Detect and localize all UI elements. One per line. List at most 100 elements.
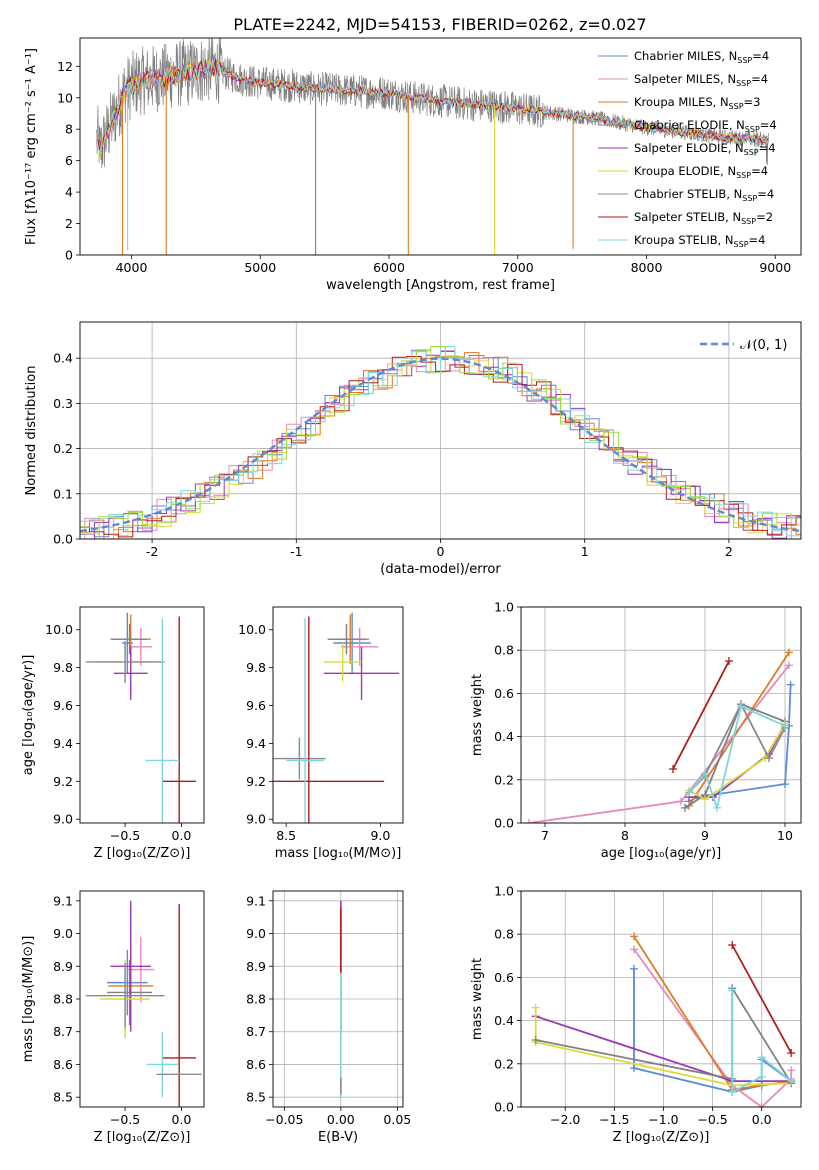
y-tick-label: 2 — [65, 216, 73, 231]
y-tick-label: 9.0 — [246, 926, 266, 941]
y-tick-label: 9.2 — [246, 774, 266, 789]
x-tick-label: 8.5 — [276, 828, 296, 843]
legend: 𝒩(0, 1) — [700, 338, 787, 353]
x-tick-label: 0.0 — [172, 1112, 192, 1127]
y-tick-label: 6 — [65, 153, 73, 168]
y-tick-label: 8.9 — [246, 959, 266, 974]
y-tick-label: 10.0 — [238, 622, 266, 637]
y-tick-label: 0.8 — [494, 927, 514, 942]
hist-step-kroupa-stelib — [80, 346, 801, 538]
x-axis-label: mass [log₁₀(M/M⊙)] — [275, 846, 402, 861]
y-tick-label: 0.3 — [53, 396, 73, 411]
x-axis-label: Z [log₁₀(Z/Z⊙)] — [94, 846, 191, 861]
x-tick-label: 6000 — [373, 260, 405, 275]
y-tick-label: 0 — [65, 248, 73, 263]
legend-label: Kroupa MILES, NSSP=3 — [634, 95, 760, 111]
hist-step-bright_green — [80, 346, 801, 539]
y-tick-label: 0.6 — [494, 970, 514, 985]
y-axis-label: mass weight — [470, 958, 485, 1040]
y-axis-label: mass [log₁₀(M/M⊙)] — [21, 936, 36, 1063]
y-tick-label: 9.2 — [53, 774, 73, 789]
y-tick-label: 10 — [57, 90, 73, 105]
x-tick-label: −0.5 — [110, 828, 140, 843]
x-tick-label: −0.05 — [265, 1112, 303, 1127]
x-tick-label: 7000 — [502, 260, 534, 275]
chart-age_vs_mass: 8.5 9.0 9.0 9.2 9.4 9.6 9.8 10.0 mass [log₁₀(M/M… — [238, 606, 404, 861]
y-tick-label: 0.8 — [494, 643, 514, 658]
y-tick-label: 9.4 — [53, 736, 73, 751]
plot-area — [80, 346, 801, 539]
axes-frame — [79, 321, 802, 540]
x-axis-label: wavelength [Angstrom, rest frame] — [326, 278, 555, 293]
x-tick-label: 10 — [777, 828, 793, 843]
x-tick-label: -2 — [146, 544, 158, 559]
x-axis-label: Z [log₁₀(Z/Z⊙)] — [613, 1130, 710, 1145]
spectrum-model-kroupa-stelib — [97, 59, 770, 155]
x-axis-label: (data-model)/error — [380, 562, 501, 577]
weight-line — [688, 723, 786, 801]
y-tick-label: 9.0 — [246, 812, 266, 827]
y-tick-label: 1.0 — [494, 600, 514, 615]
y-tick-label: 0.2 — [53, 441, 73, 456]
weight-line — [688, 705, 786, 812]
y-tick-label: 8.5 — [246, 1090, 266, 1105]
y-tick-label: 8.7 — [246, 1024, 266, 1039]
chart-mass_vs_Z: −0.5 0.0 8.5 8.6 8.7 8.8 8.9 9.0 9.1 Z [log₁₀(Z/Z… — [21, 890, 205, 1145]
legend-label: Salpeter STELIB, NSSP=2 — [634, 210, 773, 226]
y-tick-label: 1.0 — [494, 884, 514, 899]
x-tick-label: 9000 — [759, 260, 791, 275]
y-tick-label: 0.0 — [53, 532, 73, 547]
y-tick-label: 9.6 — [246, 698, 266, 713]
y-tick-label: 10.0 — [45, 622, 73, 637]
axes-frame — [520, 890, 802, 1108]
y-tick-label: 0.2 — [494, 1056, 514, 1071]
x-tick-label: -1 — [290, 544, 302, 559]
y-tick-label: 0.2 — [494, 772, 514, 787]
legend-label: Kroupa ELODIE, NSSP=4 — [634, 164, 768, 180]
weight-line — [684, 703, 786, 809]
y-axis-label: mass weight — [470, 674, 485, 756]
plot-area — [525, 648, 795, 823]
y-axis-label: age [log₁₀(age/yr)] — [21, 655, 36, 776]
chart-weight_vs_Z: −2.0 −1.5 −1.0 −0.5 0.0 0.0 0.2 0.4 0.6 0.8 1.0 Z [… — [470, 884, 802, 1145]
y-tick-label: 8.5 — [53, 1090, 73, 1105]
x-axis-label: E(B-V) — [318, 1130, 358, 1145]
y-tick-label: 9.0 — [53, 926, 73, 941]
axes-frame — [272, 890, 404, 1108]
axes-frame — [272, 606, 404, 824]
x-axis-label: Z [log₁₀(Z/Z⊙)] — [94, 1130, 191, 1145]
weight-line — [534, 1007, 792, 1087]
x-tick-label: 0.05 — [383, 1112, 411, 1127]
x-tick-label: 1 — [581, 544, 589, 559]
x-tick-label: 2 — [725, 544, 733, 559]
y-tick-label: 8.7 — [53, 1024, 73, 1039]
x-tick-label: 0 — [437, 544, 445, 559]
weight-line — [672, 660, 730, 770]
y-tick-label: 8 — [65, 122, 73, 137]
y-tick-label: 9.6 — [53, 698, 73, 713]
y-tick-label: 0.0 — [494, 1100, 514, 1115]
legend-label: Chabrier MILES, NSSP=4 — [634, 49, 769, 65]
normal-curve — [80, 357, 801, 533]
chart-residuals: -2 -1 0 1 2 0.0 0.1 0.2 0.3 0.4 (data-model)/error… — [24, 321, 802, 577]
plot-area — [85, 900, 202, 1107]
x-tick-label: −1.5 — [599, 1112, 629, 1127]
weight-line — [731, 944, 792, 1054]
weight-line — [535, 1015, 792, 1082]
y-tick-label: 9.8 — [246, 660, 266, 675]
chart-weight_vs_age: 7 8 9 10 0.0 0.2 0.4 0.6 0.8 1.0 age [log₁₀(age/yr… — [470, 600, 802, 861]
legend-label: 𝒩(0, 1) — [740, 338, 787, 353]
y-tick-label: 8.8 — [246, 992, 266, 1007]
plot-area — [531, 932, 796, 1107]
y-tick-label: 9.1 — [246, 893, 266, 908]
y-tick-label: 9.0 — [53, 812, 73, 827]
x-tick-label: −0.5 — [697, 1112, 727, 1127]
x-axis-label: age [log₁₀(age/yr)] — [601, 846, 722, 861]
y-tick-label: 9.4 — [246, 736, 266, 751]
y-tick-label: 0.4 — [494, 729, 514, 744]
weight-line — [688, 651, 790, 807]
y-tick-label: 4 — [65, 185, 73, 200]
y-axis-label: Normed distribution — [24, 366, 39, 496]
x-tick-label: −2.0 — [550, 1112, 580, 1127]
